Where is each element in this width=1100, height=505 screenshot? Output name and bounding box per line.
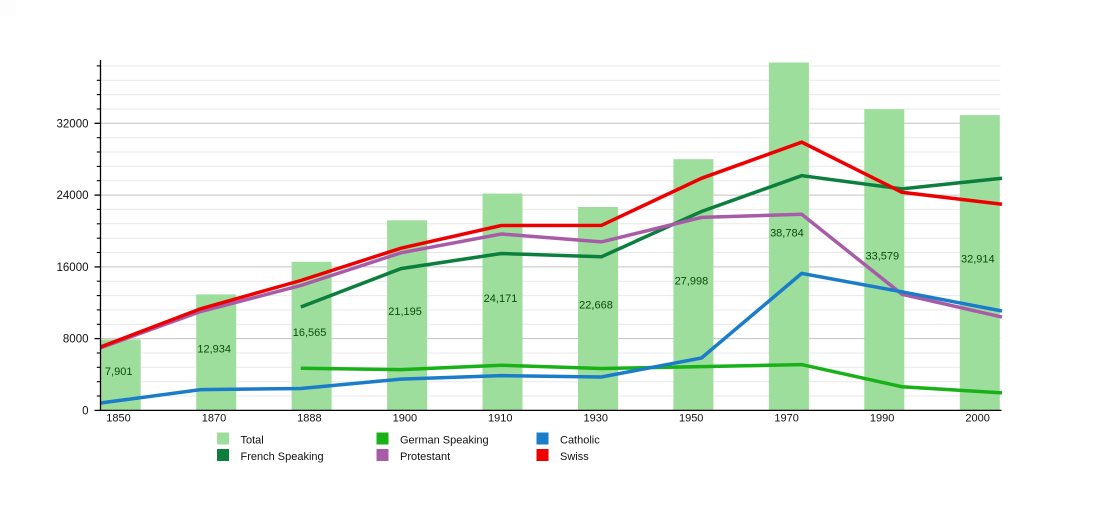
svg-text:21,195: 21,195 <box>388 306 422 318</box>
svg-text:16,565: 16,565 <box>293 327 327 339</box>
svg-text:24,171: 24,171 <box>484 293 518 305</box>
svg-text:Total: Total <box>241 434 264 446</box>
svg-text:0: 0 <box>82 406 88 418</box>
svg-text:2000: 2000 <box>965 413 989 425</box>
svg-text:7,901: 7,901 <box>105 366 133 378</box>
svg-text:1970: 1970 <box>774 413 798 425</box>
svg-text:16000: 16000 <box>57 262 89 274</box>
svg-text:1850: 1850 <box>106 413 130 425</box>
svg-text:Swiss: Swiss <box>560 451 589 463</box>
svg-text:32,914: 32,914 <box>961 254 995 266</box>
svg-text:1990: 1990 <box>870 413 894 425</box>
svg-text:24000: 24000 <box>57 190 89 202</box>
svg-text:French Speaking: French Speaking <box>241 451 324 463</box>
svg-text:1870: 1870 <box>202 413 226 425</box>
svg-text:Protestant: Protestant <box>400 451 450 463</box>
svg-text:38,784: 38,784 <box>770 227 804 239</box>
svg-text:32000: 32000 <box>57 118 89 130</box>
svg-text:33,579: 33,579 <box>865 251 899 263</box>
svg-text:1900: 1900 <box>393 413 417 425</box>
svg-text:Catholic: Catholic <box>560 434 600 446</box>
svg-text:22,668: 22,668 <box>579 300 613 312</box>
svg-text:1950: 1950 <box>679 413 703 425</box>
svg-text:8000: 8000 <box>63 334 89 346</box>
svg-text:1910: 1910 <box>488 413 512 425</box>
svg-text:1930: 1930 <box>584 413 608 425</box>
svg-text:German Speaking: German Speaking <box>400 434 489 446</box>
svg-text:12,934: 12,934 <box>197 343 231 355</box>
svg-text:1888: 1888 <box>297 413 321 425</box>
svg-text:27,998: 27,998 <box>675 276 709 288</box>
